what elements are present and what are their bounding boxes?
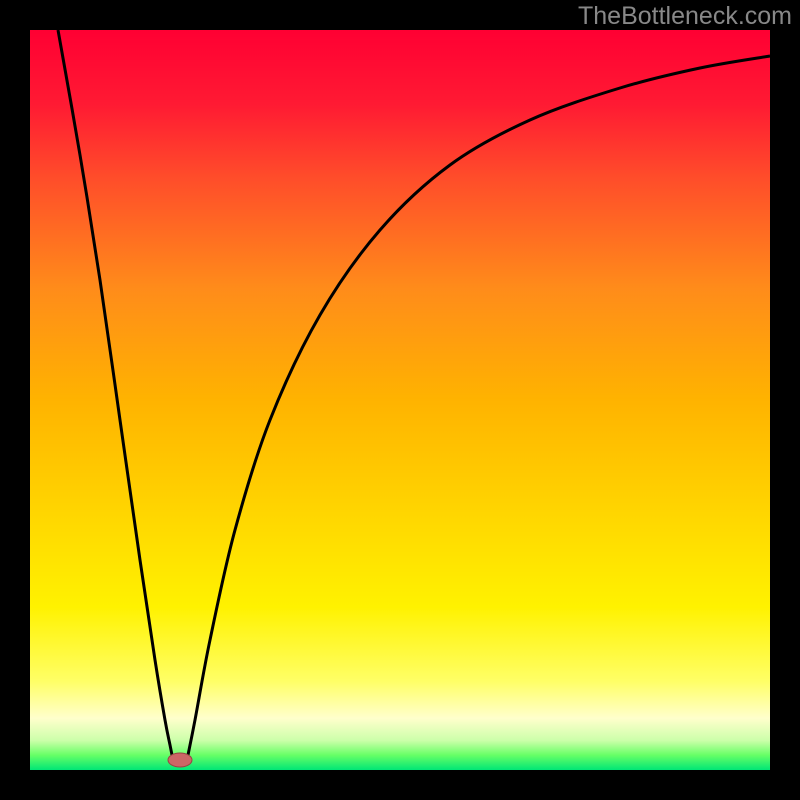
- watermark-text: TheBottleneck.com: [578, 2, 792, 31]
- chart-container: TheBottleneck.com: [0, 0, 800, 800]
- gradient-background: [30, 30, 770, 770]
- optimal-point-marker: [168, 753, 192, 767]
- bottleneck-curve-chart: [0, 0, 800, 800]
